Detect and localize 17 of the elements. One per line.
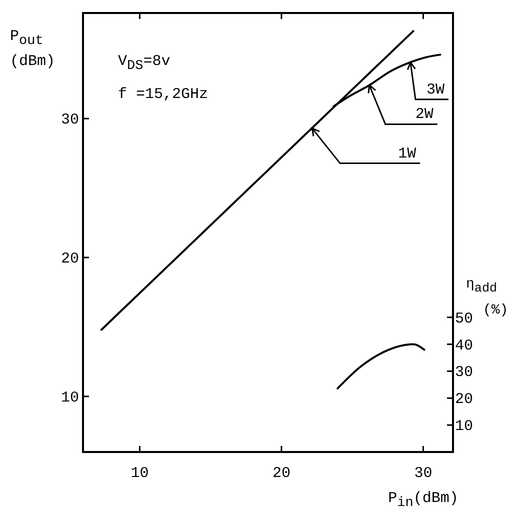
y-tick-label: 30	[60, 112, 79, 129]
annotation: V$_{DS}$=8v	[118, 53, 170, 74]
x-axis-title: P$_{in}$(dBm)	[388, 490, 458, 512]
y2-tick-label: 10	[455, 418, 474, 436]
annotation: 2W	[415, 106, 434, 124]
y-tick-label: 20	[60, 250, 79, 268]
x-tick-label: 20	[272, 465, 290, 482]
y-tick-label: 10	[60, 389, 79, 406]
annotation: 1W	[398, 145, 416, 162]
x-tick-label: 10	[130, 465, 149, 482]
y-axis-title: P$_{out}$ (dBm)	[10, 28, 56, 70]
y2-tick-label: 20	[455, 391, 474, 408]
y2-tick-label: 30	[455, 364, 474, 382]
x-tick-label: 30	[414, 465, 432, 482]
annotation: 3W	[426, 81, 444, 98]
y2-tick-label: 40	[455, 337, 474, 354]
annotation: f =15,2GHz	[118, 86, 208, 103]
